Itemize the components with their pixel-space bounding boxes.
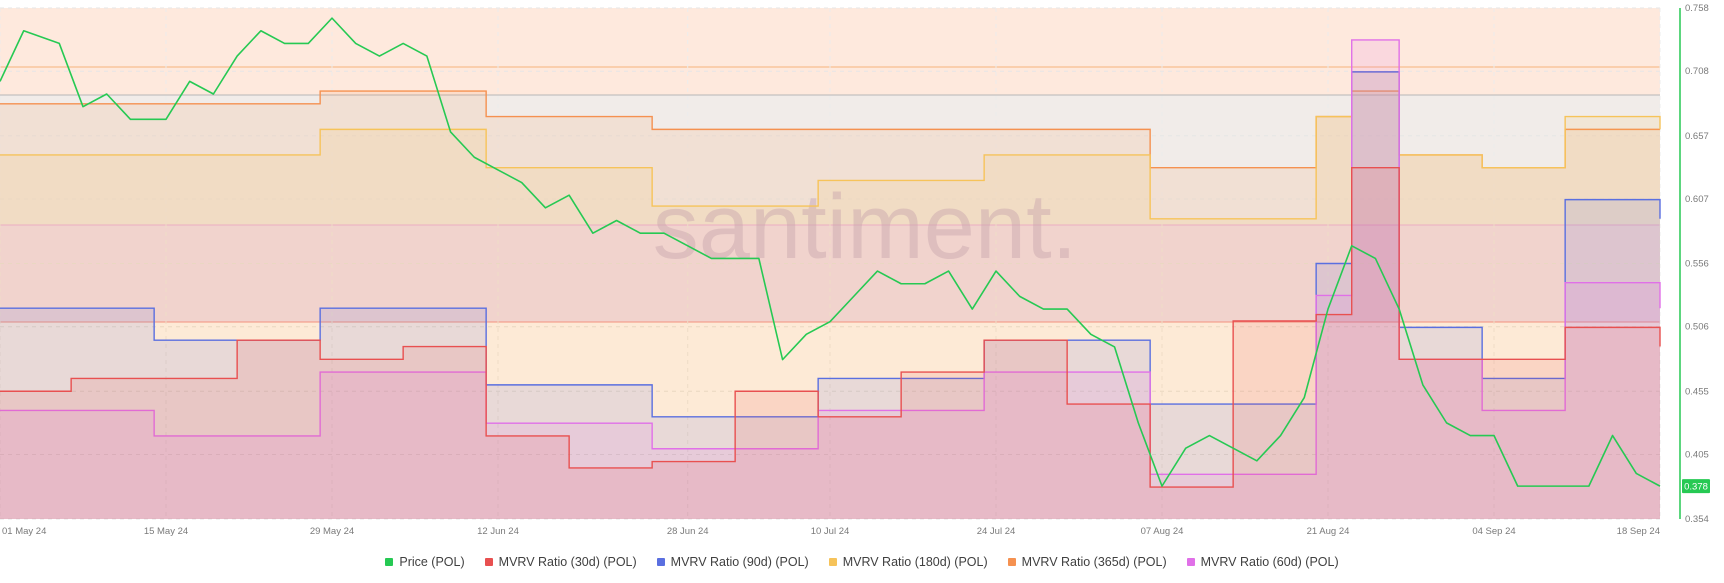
x-tick-label: 12 Jun 24 — [477, 526, 519, 537]
grid-lines — [0, 7, 1661, 520]
price-series: 0.378 — [0, 17, 1710, 494]
price-line — [0, 17, 1661, 487]
x-tick-label: 18 Sep 24 — [1617, 526, 1660, 537]
legend-label: MVRV Ratio (30d) (POL) — [498, 555, 637, 569]
mvrv-area — [0, 71, 1660, 519]
legend-item[interactable]: MVRV Ratio (365d) (POL) — [1007, 555, 1167, 569]
x-tick-label: 01 May 24 — [2, 526, 46, 537]
legend-swatch — [1007, 558, 1016, 566]
x-axis: 01 May 24 15 May 24 29 May 24 12 Jun 24 28 J… — [2, 526, 1660, 537]
x-tick-label: 15 May 24 — [144, 526, 188, 537]
mvrv-area — [0, 39, 1660, 519]
legend-swatch — [1186, 558, 1195, 566]
y-tick-label: 0.354 — [1685, 514, 1709, 525]
y-tick-label: 0.657 — [1685, 131, 1709, 142]
legend-item[interactable]: MVRV Ratio (90d) (POL) — [656, 555, 809, 569]
legend-swatch — [656, 558, 665, 566]
y-tick-label: 0.708 — [1685, 66, 1709, 77]
legend-swatch — [484, 558, 493, 566]
y-tick-label: 0.455 — [1685, 386, 1709, 397]
y-tick-label: 0.405 — [1685, 449, 1709, 460]
legend-item[interactable]: Price (POL) — [385, 555, 465, 569]
mvrv-line — [0, 71, 1661, 220]
legend-item[interactable]: MVRV Ratio (60d) (POL) — [1186, 555, 1339, 569]
x-tick-label: 24 Jul 24 — [977, 526, 1016, 537]
mvrv-area — [0, 167, 1660, 519]
mvrv-series — [0, 39, 1661, 519]
y-tick-label: 0.607 — [1685, 194, 1709, 205]
legend-label: Price (POL) — [399, 555, 465, 569]
mvrv-area — [0, 91, 1660, 519]
legend-label: MVRV Ratio (180d) (POL) — [842, 555, 988, 569]
y-tick-label: 0.556 — [1685, 259, 1709, 270]
mvrv-line — [0, 166, 1661, 488]
x-tick-label: 10 Jul 24 — [811, 526, 850, 537]
mvrv-area — [0, 71, 1660, 519]
y-tick-label: 0.758 — [1685, 3, 1709, 14]
legend-swatch — [385, 558, 394, 566]
legend-swatch — [828, 558, 837, 566]
y-axis: 0.758 0.708 0.657 0.607 0.556 0.506 0.455 0.405… — [1679, 3, 1709, 525]
legend-item[interactable]: MVRV Ratio (30d) (POL) — [484, 555, 637, 569]
legend-label: MVRV Ratio (60d) (POL) — [1200, 555, 1339, 569]
mvrv-line — [0, 39, 1661, 475]
price-badge — [1682, 479, 1710, 494]
legend-item[interactable]: MVRV Ratio (180d) (POL) — [828, 555, 988, 569]
watermark: santiment. — [653, 176, 1077, 278]
legend-label: MVRV Ratio (90d) (POL) — [670, 555, 809, 569]
x-tick-label: 04 Sep 24 — [1472, 526, 1515, 537]
y-tick-label: 0.506 — [1685, 322, 1709, 333]
x-tick-label: 07 Aug 24 — [1141, 526, 1184, 537]
x-tick-label: 28 Jun 24 — [667, 526, 709, 537]
x-tick-label: 29 May 24 — [310, 526, 354, 537]
price-badge-label: 0.378 — [1684, 482, 1708, 493]
legend: Price (POL) MVRV Ratio (30d) (POL) MVRV Ra… — [0, 551, 1724, 573]
legend-label: MVRV Ratio (365d) (POL) — [1021, 555, 1167, 569]
x-tick-label: 21 Aug 24 — [1307, 526, 1350, 537]
